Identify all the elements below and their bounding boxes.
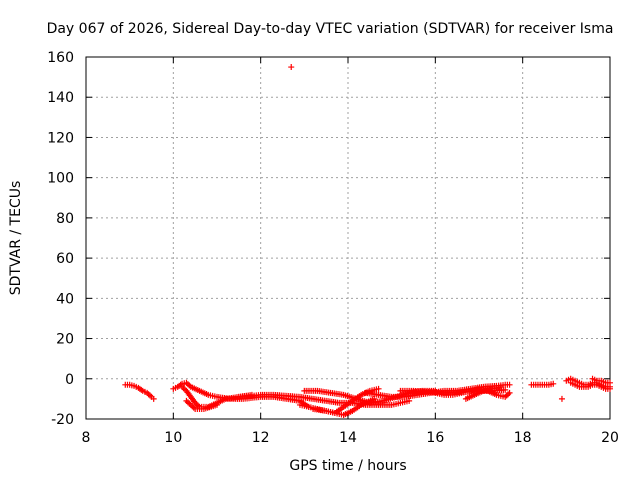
y-tick-label: 20 bbox=[56, 332, 74, 348]
data-marks bbox=[122, 64, 613, 418]
series-s11 bbox=[432, 385, 513, 400]
data-point bbox=[558, 395, 565, 402]
data-point bbox=[502, 386, 509, 393]
data-point bbox=[214, 401, 220, 408]
data-point bbox=[288, 64, 295, 71]
y-tick-label: 80 bbox=[56, 211, 74, 227]
data-point bbox=[150, 395, 157, 402]
y-tick-label: 60 bbox=[56, 251, 74, 267]
y-tick-label: 40 bbox=[56, 291, 74, 307]
grid bbox=[86, 57, 610, 419]
series-s4 bbox=[183, 397, 220, 412]
x-tick-label: 8 bbox=[82, 430, 91, 446]
axis-ticks: 8 10 12 14 16 18 20 -20 0 20 40 60 80 100 120 140 160 bbox=[47, 50, 619, 446]
x-tick-label: 12 bbox=[252, 430, 270, 446]
data-point bbox=[406, 397, 413, 404]
y-tick-label: 0 bbox=[65, 372, 74, 388]
y-tick-label: 140 bbox=[47, 90, 74, 106]
series-s17 bbox=[589, 375, 613, 386]
data-point bbox=[506, 381, 513, 388]
y-tick-label: 120 bbox=[47, 130, 74, 146]
x-tick-label: 10 bbox=[164, 430, 182, 446]
series-s13 bbox=[528, 380, 557, 388]
series-s5 bbox=[235, 391, 413, 408]
series-s12 bbox=[462, 383, 504, 402]
x-tick-label: 20 bbox=[601, 430, 619, 446]
y-axis-label: SDTVAR / TECUs bbox=[8, 181, 24, 296]
series-s16 bbox=[567, 379, 613, 392]
series-outlier bbox=[288, 64, 295, 71]
y-tick-label: -20 bbox=[51, 412, 74, 428]
data-point bbox=[607, 385, 613, 392]
data-point bbox=[607, 379, 613, 386]
chart-title: Day 067 of 2026, Sidereal Day-to-day VTE… bbox=[47, 21, 614, 37]
series-s8 bbox=[310, 395, 378, 418]
x-tick-label: 16 bbox=[426, 430, 444, 446]
series-s14 bbox=[558, 395, 565, 402]
y-tick-label: 160 bbox=[47, 50, 74, 66]
data-point bbox=[550, 380, 557, 387]
y-tick-label: 100 bbox=[47, 171, 74, 187]
x-tick-label: 18 bbox=[514, 430, 532, 446]
data-point bbox=[375, 385, 382, 392]
data-point bbox=[506, 389, 513, 396]
x-axis-label: GPS time / hours bbox=[289, 458, 406, 474]
x-tick-label: 14 bbox=[339, 430, 357, 446]
data-point bbox=[371, 395, 378, 402]
data-point bbox=[497, 383, 504, 390]
series-s1 bbox=[122, 381, 157, 402]
